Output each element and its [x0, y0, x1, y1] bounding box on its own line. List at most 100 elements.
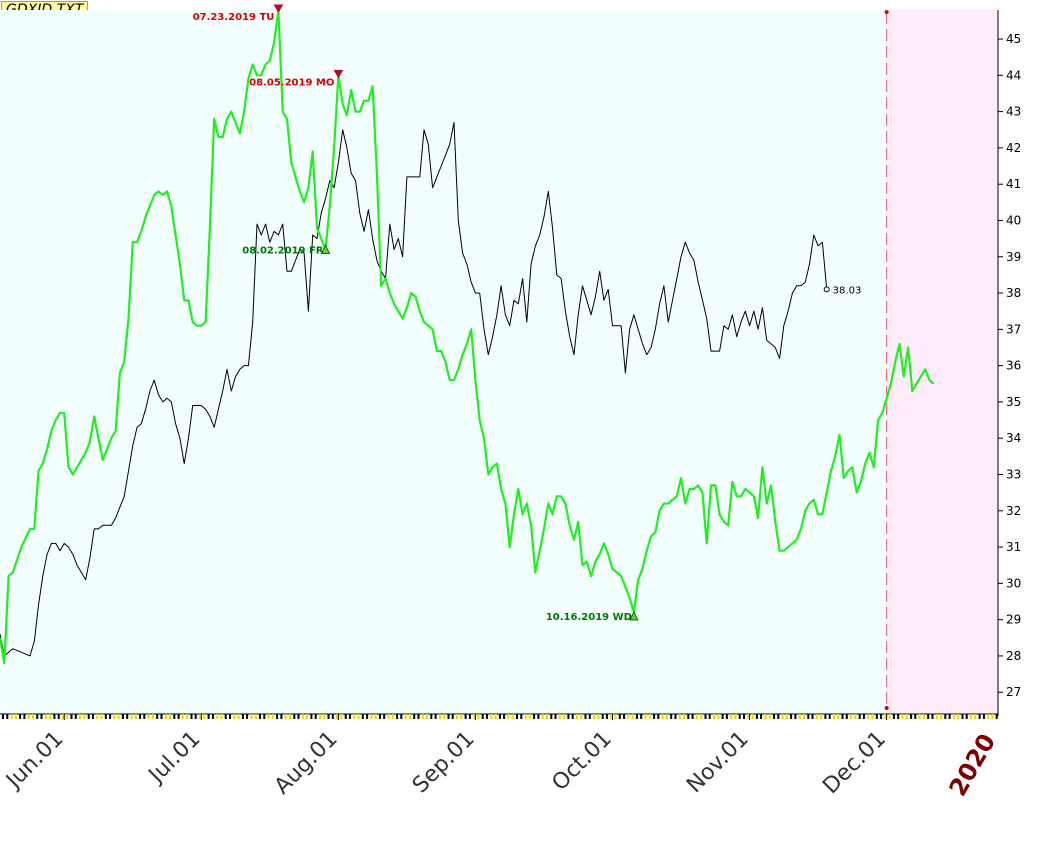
x-tick-mark: [528, 714, 531, 719]
x-tick-mark: [691, 714, 694, 719]
trough-marker: [629, 610, 639, 621]
x-tick-mark: [957, 714, 960, 719]
x-tick-mark: [498, 714, 501, 719]
x-tick-mark: [747, 714, 750, 719]
x-tick-mark: [147, 714, 150, 719]
x-tick-mark: [798, 714, 801, 719]
x-tick-mark: [888, 714, 891, 719]
x-tick-mark: [884, 714, 887, 719]
x-tick-mark: [237, 714, 240, 719]
x-tick-mark: [66, 714, 69, 719]
x-tick-mark: [2, 714, 4, 719]
x-tick-mark: [803, 714, 805, 719]
y-tick-label: 44: [1006, 68, 1021, 82]
x-tick-mark: [785, 714, 788, 719]
x-tick-mark: [952, 714, 955, 719]
x-tick-mark: [790, 714, 793, 719]
x-tick-mark: [841, 714, 844, 719]
x-tick-mark: [751, 714, 754, 719]
x-tick-label: Jul.01: [143, 727, 206, 790]
x-tick-mark: [533, 714, 536, 719]
x-tick-mark: [665, 714, 668, 719]
x-tick-mark: [918, 714, 921, 719]
x-tick-mark: [344, 714, 347, 719]
y-tick-label: 32: [1006, 504, 1021, 518]
x-tick-mark: [408, 714, 411, 719]
x-tick-mark: [53, 714, 56, 719]
x-tick-mark: [601, 714, 604, 719]
x-tick-mark: [241, 714, 244, 719]
x-tick-mark: [134, 714, 137, 719]
x-tick-mark: [567, 714, 570, 719]
x-tick-mark: [944, 714, 947, 719]
x-tick-mark: [995, 714, 998, 719]
x-tick-mark: [130, 714, 133, 719]
x-tick-mark: [486, 714, 488, 719]
x-tick-mark: [40, 714, 43, 719]
x-tick-mark: [503, 714, 506, 719]
x-tick-marks: [2, 714, 998, 720]
x-tick-mark: [224, 714, 227, 719]
x-tick-mark: [70, 714, 73, 719]
x-tick-mark: [858, 714, 861, 719]
x-tick-mark: [764, 714, 767, 719]
x-tick-mark: [271, 714, 274, 719]
x-tick-mark: [109, 714, 112, 719]
x-tick-mark: [695, 714, 698, 719]
x-tick-label: Aug.01: [270, 727, 343, 800]
x-tick-mark: [922, 714, 925, 719]
x-tick-label: Jun.01: [0, 727, 68, 795]
x-tick-mark: [820, 714, 823, 719]
x-tick-mark: [14, 714, 17, 719]
x-tick-mark: [263, 714, 266, 719]
x-tick-mark: [987, 714, 990, 719]
x-tick-mark: [327, 714, 330, 719]
y-tick-label: 36: [1006, 359, 1021, 373]
x-tick-mark: [62, 714, 64, 719]
x-tick-mark: [49, 714, 52, 719]
x-tick-mark: [181, 714, 184, 719]
x-tick-mark: [605, 714, 608, 719]
x-tick-mark: [541, 714, 544, 719]
x-tick-mark: [79, 714, 82, 719]
annotations: 07.23.2019 TU 08.05.2019 MO 08.02.2019 FR 1…: [193, 4, 639, 623]
series-line-green: [0, 8, 935, 665]
x-tick-mark: [173, 714, 176, 719]
x-tick-mark: [481, 714, 484, 719]
x-tick-mark: [464, 714, 467, 719]
x-tick-mark: [571, 714, 574, 719]
x-tick-mark: [267, 714, 270, 719]
x-tick-mark: [348, 714, 351, 719]
x-tick-mark: [794, 714, 797, 719]
forecast-marker-top: [884, 10, 889, 14]
x-tick-mark: [36, 714, 39, 719]
x-tick-label: Sep.01: [408, 727, 480, 799]
trough-label: 08.02.2019 FR: [242, 246, 324, 257]
x-tick-mark: [121, 714, 124, 719]
x-tick-mark: [777, 714, 780, 719]
x-tick-mark: [289, 714, 291, 719]
x-tick-mark: [704, 714, 707, 719]
x-tick-mark: [524, 714, 527, 719]
x-tick-mark: [537, 714, 540, 719]
x-tick-mark: [19, 714, 22, 719]
x-tick-mark: [584, 714, 587, 719]
x-tick-mark: [563, 714, 566, 719]
x-tick-mark: [845, 714, 848, 719]
x-tick-mark: [978, 714, 981, 719]
x-tick-mark: [323, 714, 326, 719]
x-tick-mark: [494, 714, 497, 719]
forecast-background: [886, 10, 998, 714]
x-tick-mark: [755, 714, 758, 719]
x-tick-mark: [203, 714, 206, 719]
x-tick-mark: [216, 714, 219, 719]
x-tick-mark: [83, 714, 86, 719]
x-tick-mark: [687, 714, 690, 719]
x-tick-mark: [661, 714, 664, 719]
x-tick-mark: [961, 714, 964, 719]
x-tick-mark: [378, 714, 381, 719]
x-tick-mark: [854, 714, 857, 719]
x-tick-mark: [246, 714, 249, 719]
x-tick-mark: [314, 714, 317, 719]
